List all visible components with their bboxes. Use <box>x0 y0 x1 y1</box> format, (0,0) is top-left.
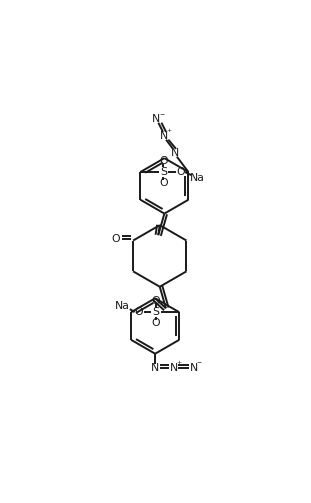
Text: Na: Na <box>190 173 205 183</box>
Text: $^+$: $^+$ <box>165 127 173 136</box>
Text: N: N <box>152 114 160 124</box>
Text: N: N <box>160 131 168 141</box>
Text: N: N <box>170 148 179 158</box>
Text: S: S <box>153 307 160 317</box>
Text: O: O <box>112 234 120 244</box>
Text: N: N <box>151 363 159 373</box>
Text: $^-$: $^-$ <box>158 111 165 120</box>
Text: O: O <box>159 156 168 166</box>
Text: S: S <box>160 167 167 177</box>
Text: $^-$: $^-$ <box>195 359 203 368</box>
Text: N: N <box>169 363 178 373</box>
Text: O: O <box>152 296 160 306</box>
Text: O: O <box>176 167 185 177</box>
Text: Na: Na <box>115 301 130 311</box>
Text: O: O <box>159 178 168 188</box>
Text: O: O <box>152 318 160 328</box>
Text: O: O <box>135 307 143 317</box>
Text: $^+$: $^+$ <box>175 359 183 368</box>
Text: N: N <box>189 363 198 373</box>
